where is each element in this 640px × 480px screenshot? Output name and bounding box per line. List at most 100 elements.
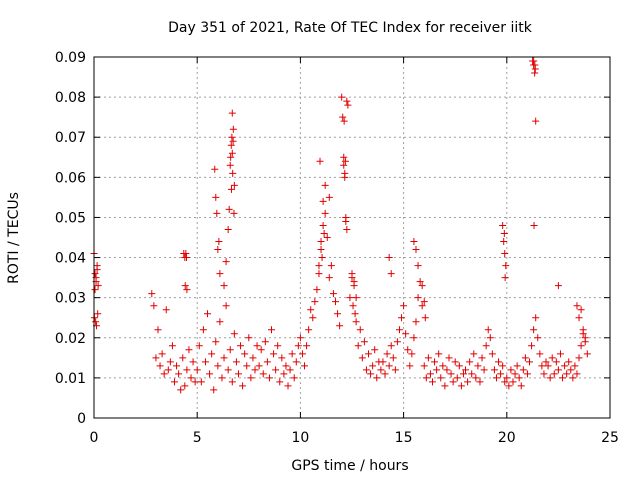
y-tick-label: 0.04	[55, 251, 86, 267]
data-point	[495, 358, 503, 366]
data-point	[317, 238, 325, 246]
data-point	[523, 370, 531, 378]
data-point	[389, 354, 397, 362]
data-point	[449, 378, 457, 386]
data-point	[418, 302, 426, 310]
data-point	[464, 378, 472, 386]
data-point	[373, 374, 381, 382]
data-point	[462, 366, 470, 374]
data-point	[234, 370, 242, 378]
data-point	[351, 310, 359, 318]
data-point	[225, 205, 233, 213]
x-tick-label: 0	[90, 430, 99, 446]
data-point	[532, 117, 540, 125]
data-point	[559, 374, 567, 382]
data-point	[265, 374, 273, 382]
data-point	[340, 117, 348, 125]
data-point	[466, 358, 474, 366]
data-point	[338, 93, 346, 101]
data-point	[228, 109, 236, 117]
data-point	[341, 173, 349, 181]
data-point	[500, 229, 508, 237]
data-point	[315, 270, 323, 278]
data-point	[530, 221, 538, 229]
data-point	[505, 382, 513, 390]
data-point	[571, 362, 579, 370]
data-point	[243, 362, 251, 370]
data-point	[546, 374, 554, 382]
data-point	[201, 358, 209, 366]
data-point	[507, 366, 515, 374]
data-point	[470, 350, 478, 358]
data-point	[226, 161, 234, 169]
data-point	[218, 374, 226, 382]
plot-frame	[93, 56, 611, 419]
data-point	[393, 338, 401, 346]
chart-title: Day 351 of 2021, Rate Of TEC Index for r…	[168, 20, 533, 36]
data-point	[284, 382, 292, 390]
data-point	[497, 370, 505, 378]
data-point	[321, 181, 329, 189]
data-point	[91, 270, 99, 278]
data-point	[459, 370, 467, 378]
data-point	[383, 350, 391, 358]
data-point	[257, 346, 265, 354]
data-point	[286, 366, 294, 374]
data-point	[499, 362, 507, 370]
data-point	[321, 209, 329, 217]
data-point	[162, 306, 170, 314]
data-point	[420, 362, 428, 370]
data-point	[474, 362, 482, 370]
data-point	[445, 354, 453, 362]
x-tick-labels: 0 5 10 15 20 25	[90, 430, 619, 446]
data-point	[414, 294, 422, 302]
data-point	[259, 370, 267, 378]
data-point	[272, 366, 280, 374]
data-point	[583, 350, 591, 358]
data-point	[187, 374, 195, 382]
data-point	[222, 302, 230, 310]
data-point	[325, 193, 333, 201]
data-point	[189, 358, 197, 366]
data-point	[501, 378, 509, 386]
data-point	[447, 370, 455, 378]
data-point	[91, 286, 99, 294]
data-point	[530, 57, 538, 65]
data-point	[358, 354, 366, 362]
data-point	[412, 318, 420, 326]
x-tick-label: 15	[395, 430, 413, 446]
data-point	[210, 386, 218, 394]
data-point	[220, 354, 228, 362]
data-point	[531, 69, 539, 77]
data-point	[484, 326, 492, 334]
data-point	[170, 378, 178, 386]
data-point	[387, 270, 395, 278]
data-point	[534, 334, 542, 342]
x-tick-label: 25	[601, 430, 619, 446]
data-point	[197, 378, 205, 386]
data-point	[379, 358, 387, 366]
data-point	[191, 378, 199, 386]
data-point	[247, 374, 255, 382]
axis-ticks	[93, 56, 611, 419]
y-tick-labels: 0 0.01 0.02 0.03 0.04 0.05 0.06 0.07 0.08 0.09	[55, 50, 86, 427]
data-point	[224, 225, 232, 233]
data-point	[168, 342, 176, 350]
data-point	[362, 366, 370, 374]
data-point	[439, 362, 447, 370]
data-point	[468, 370, 476, 378]
data-point	[177, 386, 185, 394]
data-point	[552, 358, 560, 366]
data-point	[222, 258, 230, 266]
data-point	[230, 181, 238, 189]
data-point	[412, 246, 420, 254]
data-point	[320, 229, 328, 237]
data-point	[567, 366, 575, 374]
data-point	[406, 362, 414, 370]
data-point	[319, 197, 327, 205]
data-point	[356, 326, 364, 334]
x-axis-label: GPS time / hours	[291, 458, 408, 474]
data-point	[158, 350, 166, 358]
data-point	[480, 366, 488, 374]
data-point	[253, 342, 261, 350]
